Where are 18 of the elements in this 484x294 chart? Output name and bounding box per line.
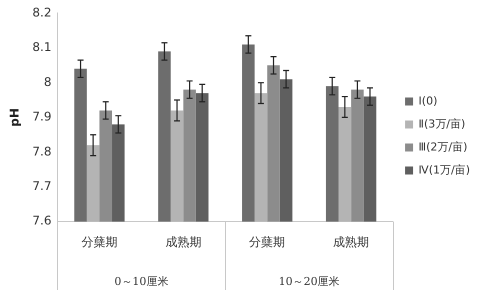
legend-label: Ⅱ(3万/亩) [418, 117, 466, 130]
y-tick-label: 8.2 [32, 5, 52, 20]
y-axis-title: pH [7, 108, 22, 127]
y-tick-label: 7.8 [32, 144, 52, 158]
legend-label: Ⅰ(0) [418, 94, 438, 108]
x-tick-label: 分蘖期 [81, 234, 118, 249]
text: 0～10厘米 [114, 274, 168, 288]
y-tick-label: 7.9 [32, 110, 52, 124]
x-tick-label: 分蘖期 [249, 234, 286, 249]
legend-label: Ⅳ(1万/亩) [418, 163, 470, 176]
y-tick-label: 8 [44, 74, 52, 89]
text: 10～20厘米 [278, 274, 340, 288]
x-tick-label: 成熟期 [333, 234, 370, 249]
y-tick-label: 7.7 [32, 178, 52, 193]
y-tick-label: 8.1 [32, 40, 52, 54]
x-tick-label: 成熟期 [165, 234, 202, 249]
legend-label: Ⅲ(2万/亩) [418, 140, 468, 154]
y-tick-label: 7.6 [32, 214, 52, 228]
